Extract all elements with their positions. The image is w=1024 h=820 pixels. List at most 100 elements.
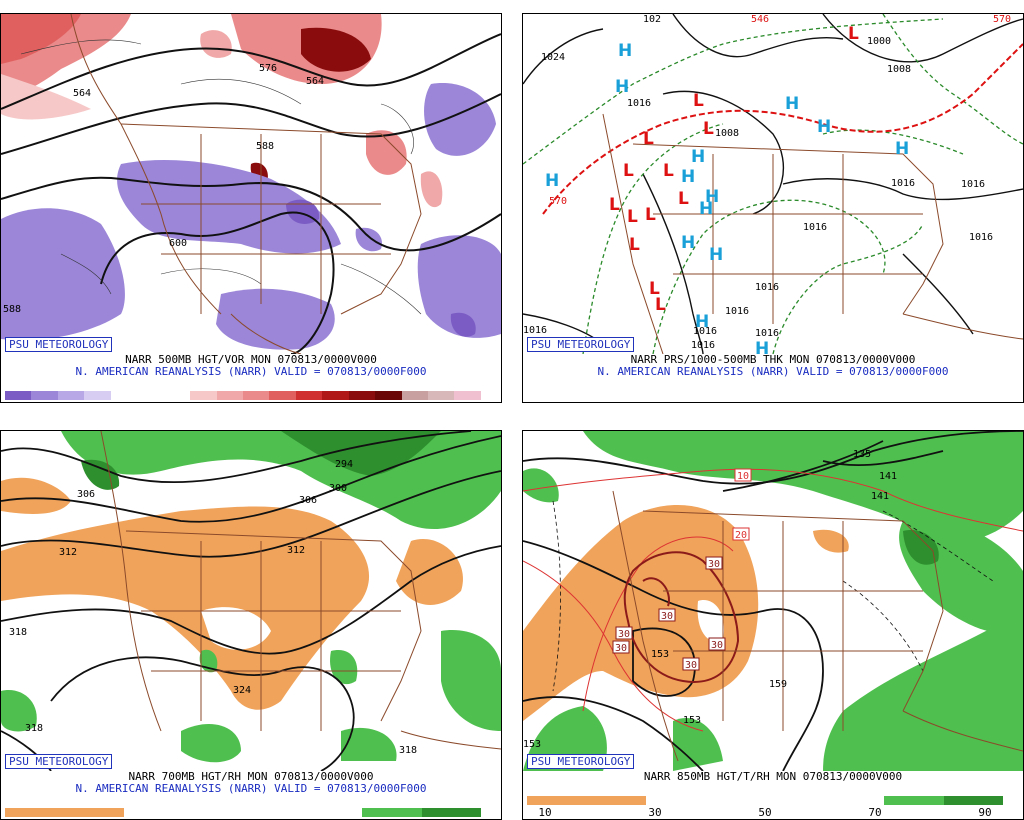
isobar-label: 1016 <box>725 306 749 317</box>
contour-label: 588 <box>256 141 274 152</box>
colorbar-swatch <box>375 391 402 400</box>
low-pressure-symbol: L <box>848 24 859 44</box>
contour-label: 312 <box>59 547 77 558</box>
colorbar-swatch <box>31 391 58 400</box>
panel-700mb-rh: 306 312 318 324 318 318 306 300 294 312 … <box>0 430 502 820</box>
colorbar-swatch <box>428 391 455 400</box>
low-pressure-symbol: L <box>649 279 660 299</box>
rh-dry-area <box>396 539 463 605</box>
temperature-label: 30 <box>661 611 673 622</box>
contour-label: 318 <box>399 745 417 756</box>
panel-pressure-thickness: H H H H H H H H H H H H H H L L L L L L … <box>522 13 1024 403</box>
low-pressure-symbol: L <box>655 295 666 315</box>
colorbar-tick-label: 24 <box>327 402 340 403</box>
colorbar-swatch <box>765 796 825 805</box>
isobar-label: 1016 <box>693 326 717 337</box>
colorbar-swatch <box>824 796 884 805</box>
colorbar-swatch <box>216 391 243 400</box>
rh-dry-area <box>1 506 370 710</box>
contour-label: 600 <box>169 238 187 249</box>
contour-label: 306 <box>299 495 317 506</box>
temperature-label-box <box>708 637 726 651</box>
temperature-label: 20 <box>735 530 747 541</box>
temperature-labels: 10 20 30 30 30 30 30 30 <box>612 468 752 671</box>
political-boundaries <box>602 113 1023 354</box>
colorbar-tick-label: 30 <box>405 402 418 403</box>
high-pressure-symbol: H <box>709 245 723 265</box>
contour-label: 153 <box>683 715 701 726</box>
map-500mb-vorticity: 564 576 564 588 600 588 <box>1 14 501 354</box>
colorbar <box>5 808 481 817</box>
isobars <box>523 14 1023 354</box>
colorbar-tick-label: 4 <box>71 402 78 403</box>
colorbar-swatch <box>124 808 184 817</box>
vort-negative-area <box>1 208 125 341</box>
high-pressure-symbol: H <box>615 77 629 97</box>
low-pressure-symbol: L <box>643 129 654 149</box>
isobar-label: 1016 <box>969 232 993 243</box>
thickness-label: 546 <box>751 14 769 25</box>
thickness-546-570 <box>542 43 1023 215</box>
vort-red-area <box>200 30 232 58</box>
contour-labels: 153 159 153 153 141 135 141 <box>523 449 897 750</box>
contour-labels: 564 576 564 588 600 588 <box>3 63 324 315</box>
isobar-labels: 1024 1016 1008 1000 1008 1016 1016 1016 … <box>523 14 993 351</box>
colorbar-swatch <box>302 808 362 817</box>
isobar-label: 1016 <box>523 325 547 336</box>
colorbar-tick-label: 10 <box>146 402 159 403</box>
temperature-label-box <box>732 527 750 541</box>
low-pressure-symbol: L <box>629 235 640 255</box>
rh-moist-area <box>823 611 1023 771</box>
map-valid-caption: N. AMERICAN REANALYSIS (NARR) VALID = 07… <box>597 365 949 378</box>
isobar-label: 1000 <box>867 36 891 47</box>
colorbar-tick-label: 18 <box>249 402 262 403</box>
contour-label: 318 <box>9 627 27 638</box>
colorbar-tick-label: 8 <box>123 402 130 403</box>
colorbar-tick-label: 6 <box>97 402 104 403</box>
rh-moderate-area <box>201 607 271 650</box>
map-valid-caption: N. AMERICAN REANALYSIS (NARR) VALID = 07… <box>75 782 427 795</box>
map-caption: NARR PRS/1000-500MB THK MON 070813/0000V… <box>630 353 916 366</box>
colorbar-swatch <box>190 391 217 400</box>
temperature-label-box <box>734 468 752 482</box>
colorbar-swatch <box>163 391 191 400</box>
temperature-label: 10 <box>737 471 749 482</box>
rh-moist-area <box>441 630 501 731</box>
temperature-label: 30 <box>708 559 720 570</box>
rh-very-moist-area <box>81 459 120 490</box>
colorbar-tick-label: 12 <box>172 402 185 403</box>
colorbar <box>5 391 481 400</box>
rh-dry-area <box>813 529 849 553</box>
colorbar <box>527 796 1003 805</box>
political-boundaries <box>70 14 422 354</box>
rh-moist-area <box>330 650 358 685</box>
contour-label: 159 <box>769 679 787 690</box>
map-caption: NARR 700MB HGT/RH MON 070813/0000V000 <box>128 770 374 783</box>
colorbar-swatch <box>243 808 303 817</box>
colorbar-swatch <box>362 808 422 817</box>
map-caption: NARR 850MB HGT/T/RH MON 070813/0000V000 <box>643 770 903 783</box>
rh-moist-area <box>673 717 723 771</box>
colorbar-tick-label: 10 <box>538 806 552 819</box>
vort-red-core <box>1 14 81 64</box>
map-700mb-rh: 306 312 318 324 318 318 306 300 294 312 <box>1 431 501 771</box>
colorbar-swatch <box>64 808 124 817</box>
contour-label: 318 <box>25 723 43 734</box>
high-pressure-symbol: H <box>699 199 713 219</box>
vort-negative-area <box>355 227 382 252</box>
rh-dry-area <box>1 477 71 514</box>
contour-label: 153 <box>523 739 541 750</box>
isobar-label: 1024 <box>541 52 565 63</box>
colorbar-swatch <box>421 808 481 817</box>
low-pressure-symbol: L <box>627 207 638 227</box>
map-caption: NARR 500MB HGT/VOR MON 070813/0000V000 <box>125 353 377 366</box>
high-pressure-symbol: H <box>681 167 695 187</box>
low-pressure-symbol: L <box>678 189 689 209</box>
rh-moderate-area <box>697 600 724 642</box>
high-pressure-symbol: H <box>817 117 831 137</box>
high-pressure-symbol: H <box>618 41 632 61</box>
colorbar-swatch <box>348 391 376 400</box>
contour-label: 294 <box>335 459 353 470</box>
contour-label: 576 <box>259 63 277 74</box>
low-pressure-symbol: L <box>663 161 674 181</box>
